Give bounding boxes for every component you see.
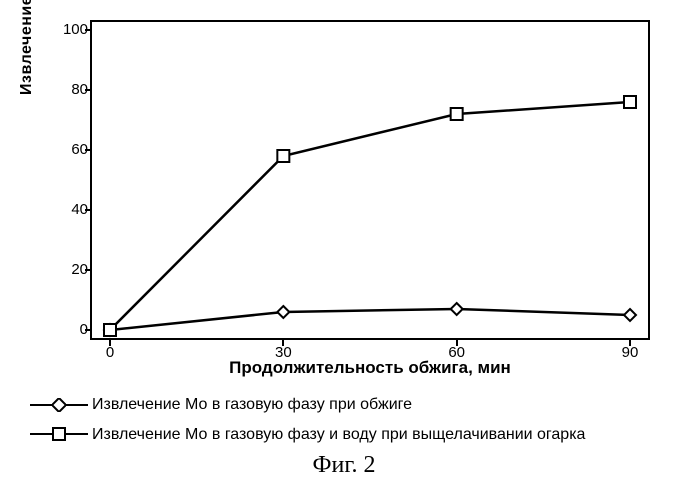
x-tick <box>456 340 458 346</box>
x-tick <box>109 340 111 346</box>
y-tick <box>85 149 90 151</box>
y-tick-label: 80 <box>48 81 88 98</box>
y-tick-label: 40 <box>48 201 88 218</box>
x-axis-label: Продолжительность обжига, мин <box>90 358 650 378</box>
x-tick <box>282 340 284 346</box>
y-tick-label: 20 <box>48 261 88 278</box>
chart-svg <box>90 20 650 340</box>
legend-item: Извлечение Мо в газовую фазу при обжиге <box>30 392 585 418</box>
legend-item: Извлечение Мо в газовую фазу и воду при … <box>30 422 585 448</box>
legend-marker-square <box>30 424 88 444</box>
y-tick <box>85 329 90 331</box>
legend-marker-diamond <box>30 395 88 415</box>
y-tick <box>85 269 90 271</box>
y-axis-label: Извлечение Мо, % <box>18 0 36 95</box>
y-tick <box>85 209 90 211</box>
x-tick <box>629 340 631 346</box>
y-tick-label: 60 <box>48 141 88 158</box>
y-tick-label: 0 <box>48 321 88 338</box>
y-tick <box>85 29 90 31</box>
y-tick <box>85 89 90 91</box>
legend: Извлечение Мо в газовую фазу при обжиге … <box>30 392 585 451</box>
legend-label: Извлечение Мо в газовую фазу и воду при … <box>92 422 585 448</box>
y-tick-label: 100 <box>48 21 88 38</box>
figure-caption: Фиг. 2 <box>0 452 688 479</box>
legend-label: Извлечение Мо в газовую фазу при обжиге <box>92 392 412 418</box>
